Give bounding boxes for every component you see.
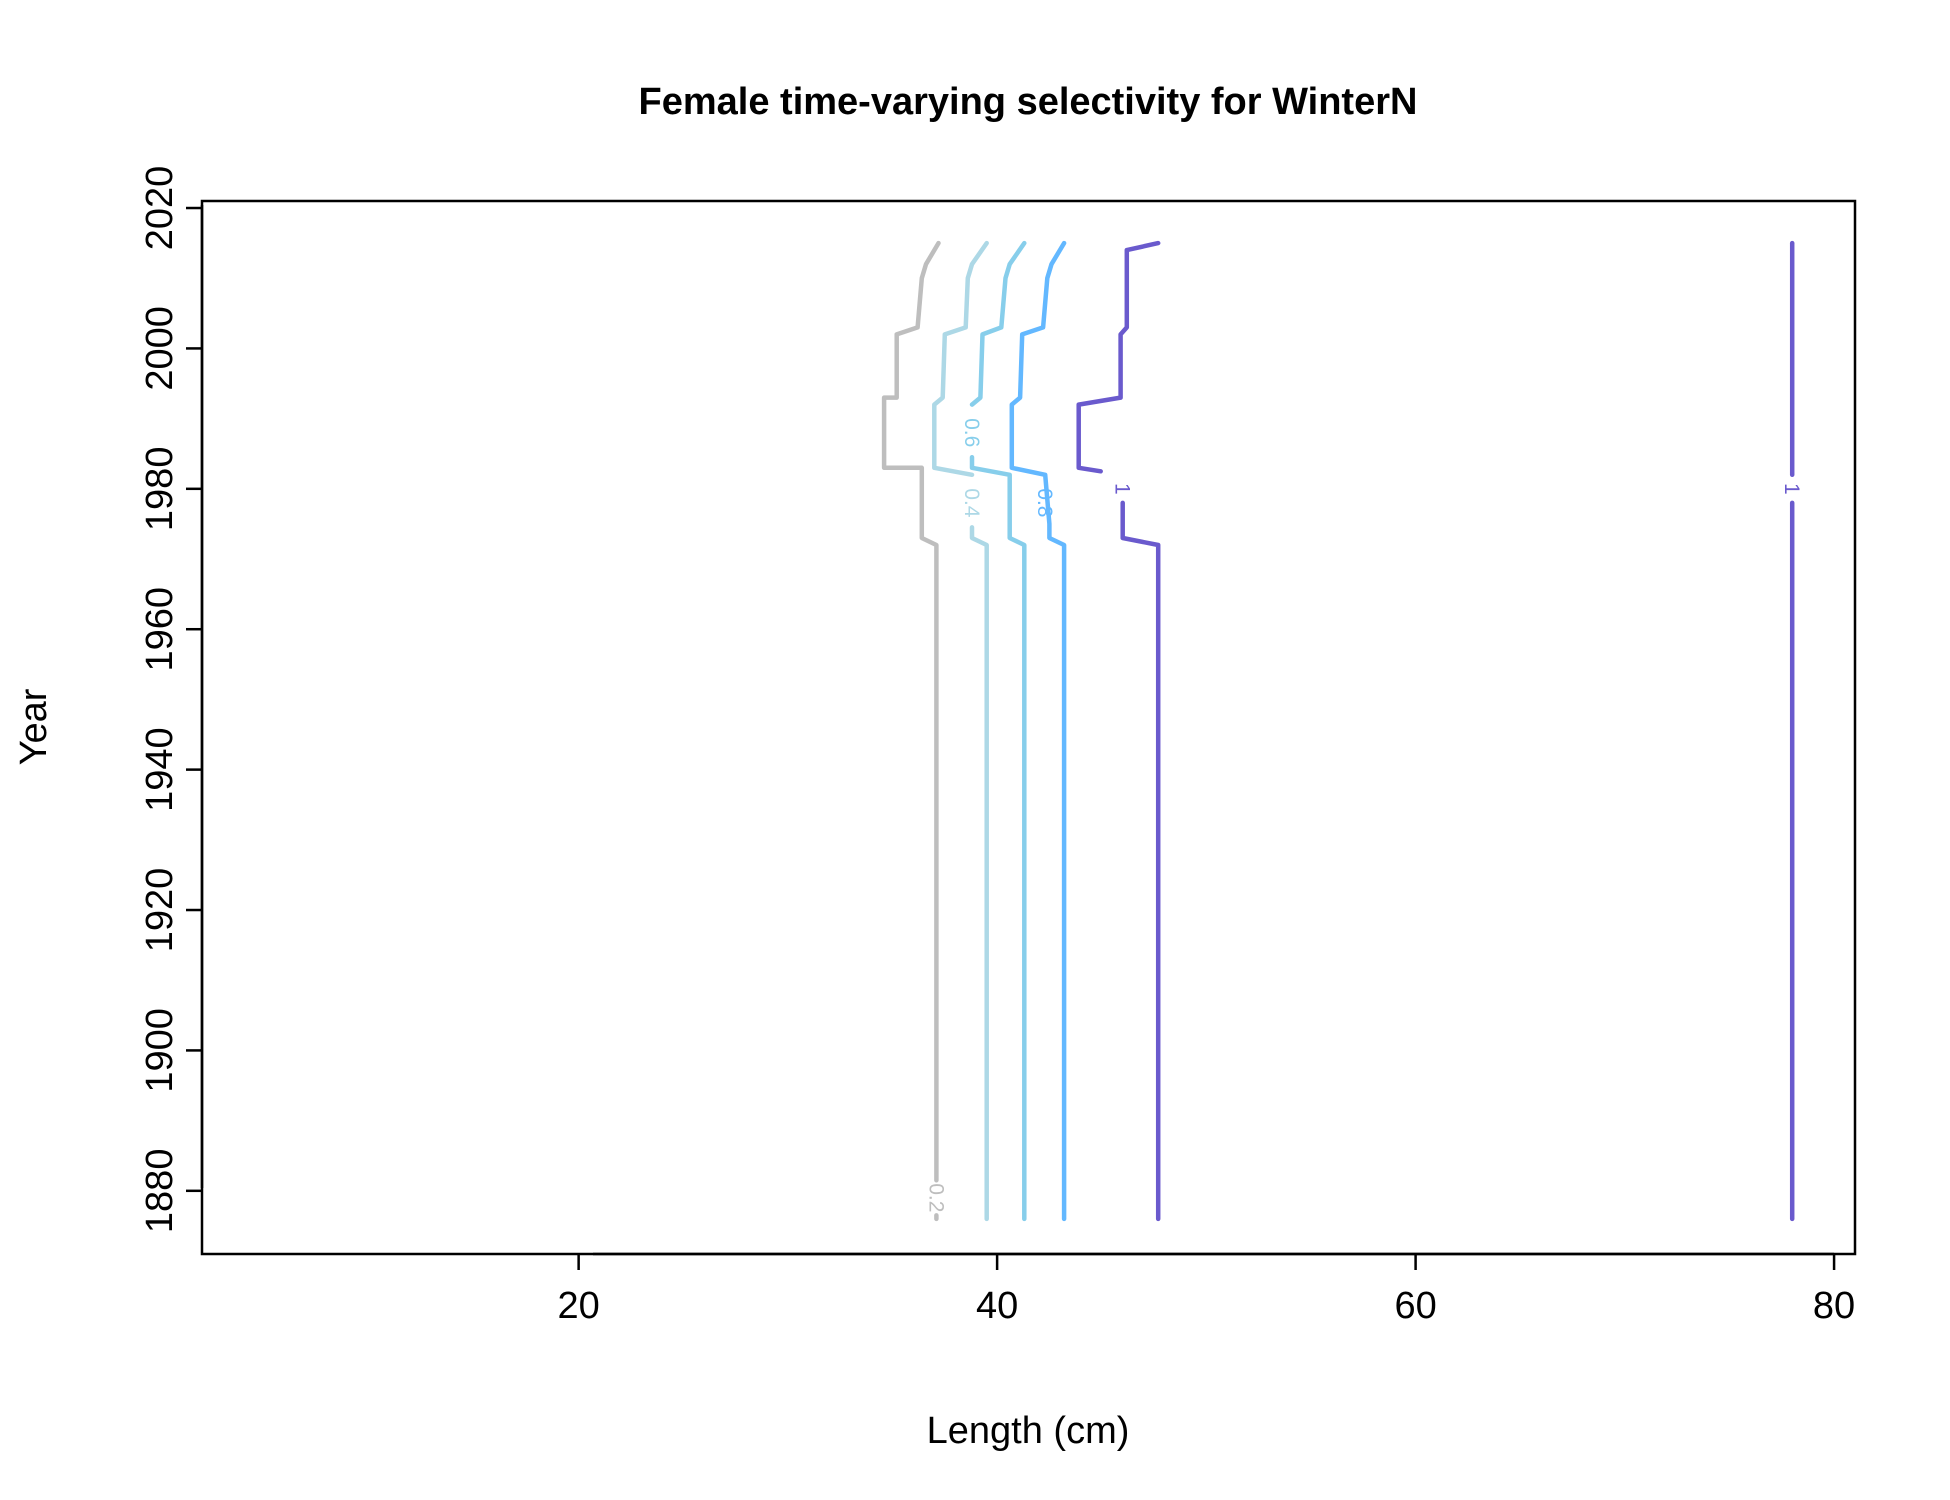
- series-0: [881, 240, 941, 1222]
- y-tick-label: 2020: [139, 166, 181, 251]
- contour-line: [969, 454, 1027, 1222]
- chart-title: Female time-varying selectivity for Wint…: [639, 81, 1418, 123]
- series-2: [969, 240, 1027, 1222]
- x-axis-label: Length (cm): [927, 1410, 1130, 1452]
- x-tick-label: 80: [1813, 1285, 1855, 1327]
- contour-line: [969, 525, 989, 1222]
- plot-frame: [200, 199, 1857, 1256]
- contour-line: [1009, 240, 1067, 1222]
- series-3: [1009, 240, 1067, 1222]
- y-tick-label: 1920: [139, 868, 181, 953]
- contour-label: 1: [1111, 483, 1134, 495]
- x-tick-label: 40: [976, 1285, 1018, 1327]
- x-axis: 20 40 60 80: [557, 1252, 1855, 1327]
- y-tick-label: 1900: [139, 1008, 181, 1093]
- contour-label: 0.6: [960, 418, 983, 447]
- contour-line: [969, 240, 1027, 407]
- y-tick-label: 1880: [139, 1149, 181, 1234]
- contour-label: 1: [1780, 483, 1803, 495]
- contour-label-layer: 0.2 0.4 0.6 0.8 1 1: [924, 418, 1803, 1212]
- series-1: [932, 240, 989, 1222]
- x-tick-label: 60: [1394, 1285, 1436, 1327]
- contour-label: 0.8: [1033, 488, 1056, 517]
- contour-line: [881, 240, 941, 1183]
- contour-line: [932, 240, 989, 478]
- contour-line: [1076, 240, 1161, 474]
- y-axis: 1880 1900 1920 1940 1960 1980 2000 2020: [139, 166, 204, 1234]
- x-tick-label: 20: [557, 1285, 599, 1327]
- y-tick-label: 1940: [139, 727, 181, 812]
- contour-line: [1120, 500, 1161, 1222]
- contour-label: 0.2: [924, 1183, 947, 1212]
- series-4: [1076, 240, 1161, 1222]
- y-tick-label: 2000: [139, 306, 181, 391]
- contour-label: 0.4: [960, 488, 983, 518]
- y-tick-label: 1980: [139, 447, 181, 532]
- y-axis-label: Year: [13, 688, 55, 765]
- y-tick-label: 1960: [139, 587, 181, 672]
- series-layer: [881, 240, 1795, 1222]
